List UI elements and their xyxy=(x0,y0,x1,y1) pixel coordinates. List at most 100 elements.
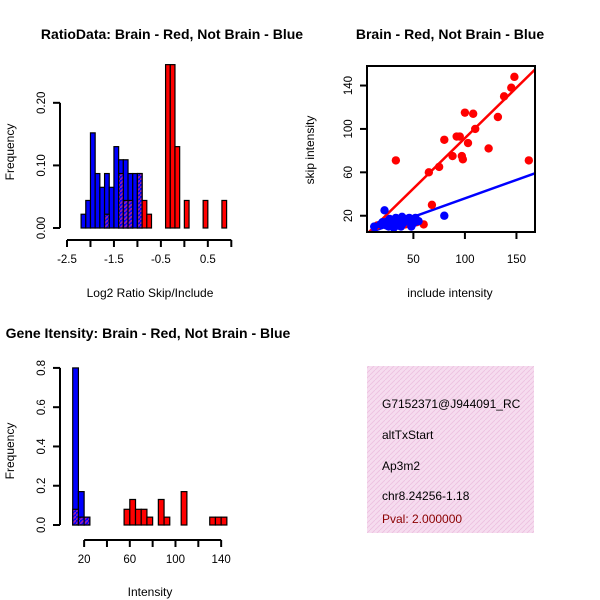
scatter-x-tick-label-0: 50 xyxy=(407,254,420,266)
scatter-panel: Brain - Red, Not Brain - Blue 50 100 150 20… xyxy=(303,26,544,300)
scatter-chart-title: Brain - Red, Not Brain - Blue xyxy=(356,26,544,42)
intensity-bar-brain-1 xyxy=(77,516,85,526)
ratio-bar-not-brain-11 xyxy=(132,172,139,229)
intensity-x-tick-label-0: 20 xyxy=(78,554,91,566)
scatter-y-tick-label-2: 100 xyxy=(343,119,355,138)
scatter-point-brain-22 xyxy=(507,83,516,92)
scatter-point-brain-17 xyxy=(468,109,478,118)
scatter-point-brain-18 xyxy=(471,124,480,134)
scatter-y-tick-label-3: 140 xyxy=(343,76,355,95)
intensity-bar-brain-10 xyxy=(180,491,188,526)
ratio-bar-brain-5 xyxy=(141,199,148,229)
intensity-bar-brain-13 xyxy=(220,516,228,526)
scatter-point-brain-10 xyxy=(448,151,457,161)
ratio-bar-not-brain-0 xyxy=(80,213,87,229)
scatter-point-not-brain-25 xyxy=(440,211,449,220)
event-id: G7152371@J944091_RC xyxy=(382,397,521,411)
info-background xyxy=(367,366,534,533)
ratio-bar-brain-4 xyxy=(136,172,143,229)
intensity-bar-brain-2 xyxy=(83,516,91,526)
ratio-y-axis-label: Frequency xyxy=(3,124,17,181)
scatter-x-axis-label: include intensity xyxy=(407,286,492,300)
ratio-bar-brain-12 xyxy=(221,199,228,229)
scatter-point-brain-16 xyxy=(463,138,473,148)
event-type: altTxStart xyxy=(382,428,434,442)
ratio-bar-brain-6 xyxy=(146,213,153,229)
scatter-point-brain-2 xyxy=(391,156,401,165)
ratio-x-tick-label-2: -0.5 xyxy=(151,254,171,266)
ratio-bar-not-brain-4 xyxy=(99,186,106,229)
ratio-bar-not-brain-3 xyxy=(94,172,101,229)
scatter-y-axis-label: skip intensity xyxy=(303,116,317,185)
scatter-point-brain-12 xyxy=(455,132,464,141)
intensity-y-tick-label-3: 0.6 xyxy=(36,399,48,415)
ratio-bar-brain-11 xyxy=(202,199,209,229)
ratio-bar-brain-2 xyxy=(122,199,129,229)
intensity-bar-brain-9 xyxy=(163,516,171,526)
ratio-y-tick-label-0: 0.00 xyxy=(36,217,48,239)
intensity-x-axis-label: Intensity xyxy=(128,585,173,599)
scatter-point-not-brain-24 xyxy=(414,216,423,226)
ratio-axes: -2.5 -1.5 -0.5 0.5 0.00 0.10 0.20 xyxy=(36,92,233,266)
intensity-bar-brain-4 xyxy=(129,498,137,526)
ratio-bar-brain-1 xyxy=(118,172,124,229)
intensity-bar-brain-12 xyxy=(214,516,222,526)
intensity-y-tick-label-4: 0.8 xyxy=(36,360,48,376)
ratio-x-tick-label-1: -1.5 xyxy=(104,254,124,266)
scatter-point-brain-8 xyxy=(434,162,444,172)
intensity-bar-brain-6 xyxy=(140,508,148,526)
intensity-y-axis-label: Frequency xyxy=(3,423,17,480)
intensity-bar-brain-8 xyxy=(157,498,165,526)
scatter-point-brain-20 xyxy=(493,112,503,122)
ratio-y-tick-label-2: 0.20 xyxy=(36,92,48,114)
intensity-histogram-panel: Gene Itensity: Brain - Red, Not Brain - … xyxy=(3,325,291,599)
intensity-bar-brain-0 xyxy=(72,508,80,526)
scatter-axes: 50 100 150 20 60 100 140 xyxy=(343,76,526,266)
scatter-point-brain-15 xyxy=(460,108,470,117)
scatter-point-brain-14 xyxy=(458,155,468,164)
intensity-y-tick-label-1: 0.2 xyxy=(36,478,48,494)
intensity-x-tick-label-2: 100 xyxy=(166,554,185,566)
scatter-x-tick-label-1: 100 xyxy=(455,254,474,266)
scatter-point-brain-6 xyxy=(424,168,434,177)
ratio-bar-brain-7 xyxy=(164,64,171,229)
scatter-marks xyxy=(367,68,535,232)
ratio-bar-brain-3 xyxy=(127,199,134,229)
intensity-x-tick-label-3: 140 xyxy=(212,554,231,566)
ratio-x-tick-label-3: 0.5 xyxy=(200,254,216,266)
scatter-point-brain-7 xyxy=(427,200,437,210)
ratio-bar-brain-10 xyxy=(183,199,190,229)
scatter-y-tick-label-0: 20 xyxy=(343,209,355,222)
scatter-x-tick-label-2: 150 xyxy=(507,254,526,266)
ratio-bar-brain-0 xyxy=(103,213,110,229)
p-value: Pval: 2.000000 xyxy=(382,512,462,526)
intensity-bar-brain-11 xyxy=(209,516,217,526)
intensity-bar-brain-3 xyxy=(123,508,131,526)
ratio-y-tick-label-1: 0.10 xyxy=(36,154,48,176)
info-panel: G7152371@J944091_RC altTxStart Ap3m2 chr… xyxy=(367,366,534,533)
intensity-y-tick-label-0: 0.0 xyxy=(36,517,48,533)
scatter-point-not-brain-3 xyxy=(380,206,389,215)
intensity-bar-not-brain-0 xyxy=(72,367,80,526)
scatter-plot-box xyxy=(366,65,536,233)
ratio-histogram-panel: RatioData: Brain - Red, Not Brain - Blue… xyxy=(3,26,303,300)
genomic-location: chr8.24256-1.18 xyxy=(382,489,470,503)
intensity-bar-brain-5 xyxy=(134,508,142,526)
ratio-bar-brain-8 xyxy=(169,64,176,229)
ratio-bar-not-brain-7 xyxy=(113,146,120,229)
ratio-bar-not-brain-6 xyxy=(108,186,115,229)
ratio-bars xyxy=(80,64,228,229)
intensity-y-tick-label-2: 0.4 xyxy=(36,438,48,455)
ratio-x-tick-label-0: -2.5 xyxy=(57,254,77,266)
scatter-point-brain-19 xyxy=(484,144,493,153)
ratio-bar-not-brain-1 xyxy=(85,199,92,229)
ratio-x-axis-label: Log2 Ratio Skip/Include xyxy=(87,286,214,300)
gene-name: Ap3m2 xyxy=(382,459,420,473)
ratio-bar-brain-9 xyxy=(174,146,181,229)
ratio-chart-title: RatioData: Brain - Red, Not Brain - Blue xyxy=(41,26,303,42)
scatter-fit-line-brain xyxy=(367,68,535,232)
intensity-axes: 20 60 100 140 0.0 0.2 0.4 0.6 0.8 xyxy=(36,360,231,566)
scatter-point-brain-23 xyxy=(510,72,519,82)
scatter-point-brain-9 xyxy=(440,135,449,144)
